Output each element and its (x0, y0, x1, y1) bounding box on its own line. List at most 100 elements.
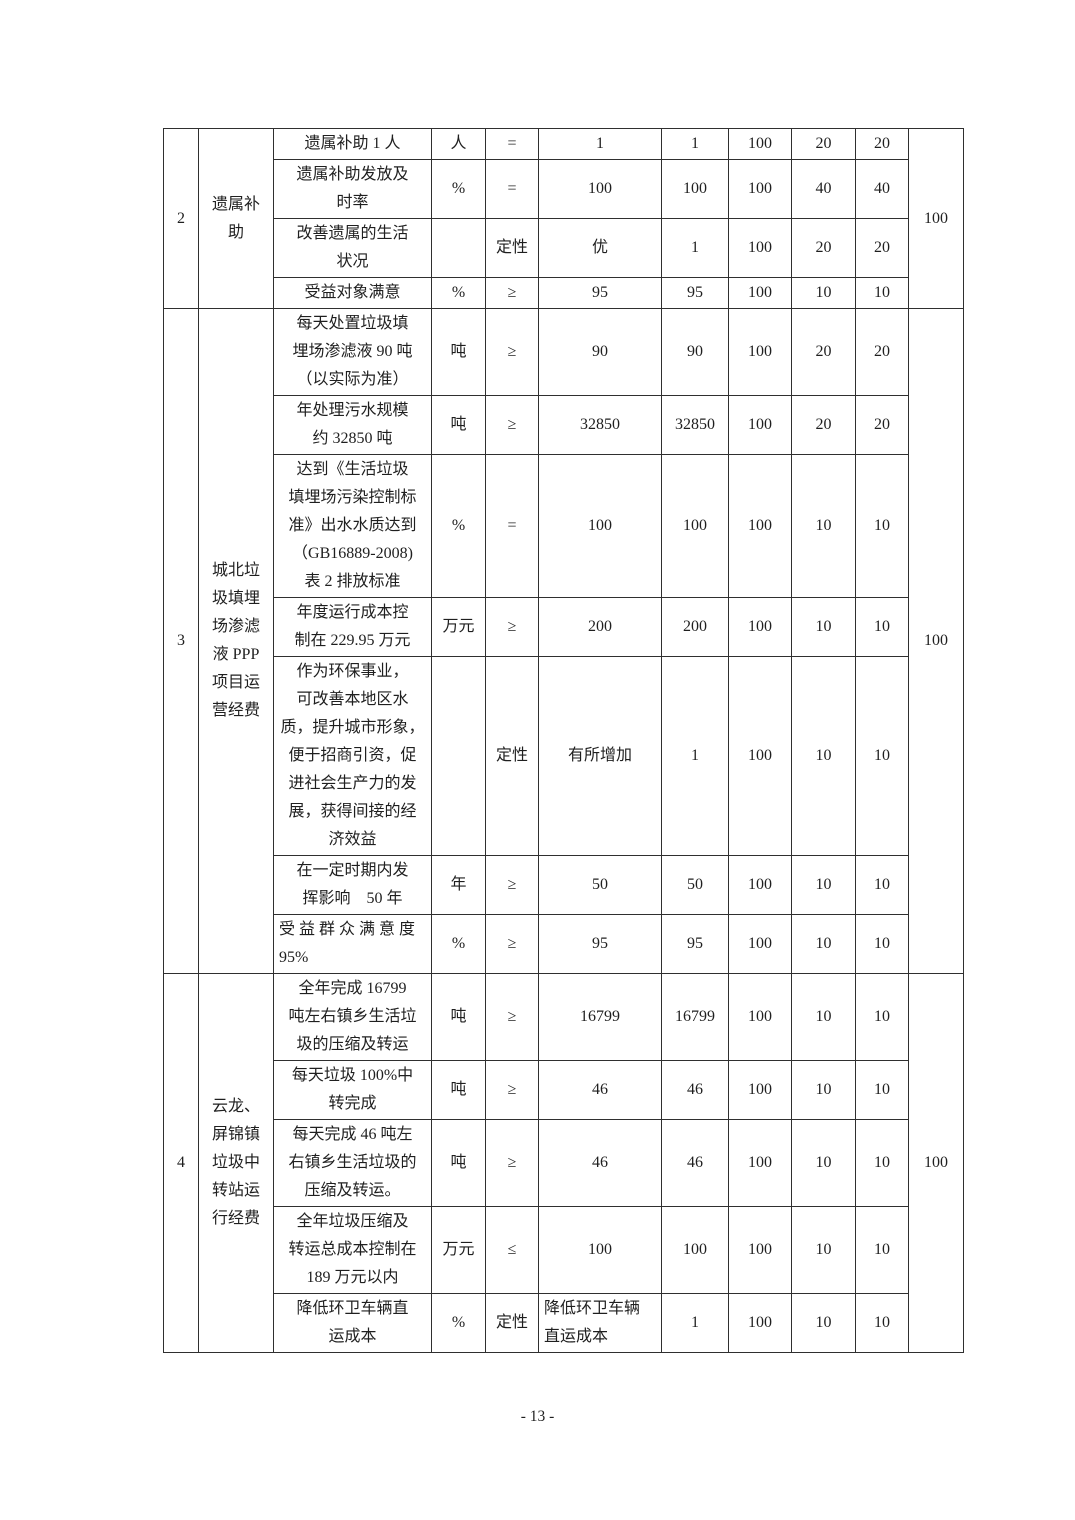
cell-score: 10 (855, 1206, 909, 1294)
cell-indicator: 受益对象满意 (273, 277, 432, 309)
cell-unit: 万元 (431, 1206, 486, 1294)
cell-unit: 吨 (431, 1119, 486, 1207)
cell-unit: 万元 (431, 597, 486, 657)
cell-completion-rate: 100 (728, 218, 792, 278)
cell-actual-value: 46 (661, 1060, 729, 1120)
cell-completion-rate: 100 (728, 1060, 792, 1120)
table-row: 受 益 群 众 满 意 度 95%% ≥95 95 100 10 10 (164, 914, 964, 974)
table-row: 年处理污水规模 约 32850 吨吨 ≥32850 32850 100 20 20 (164, 395, 964, 455)
cell-completion-rate: 100 (728, 855, 792, 915)
cell-target-value: 1 (538, 128, 662, 160)
cell-score: 10 (855, 973, 909, 1061)
table-row: 降低环卫车辆直 运成本% 定性 降低环卫车辆 直运成本 1 100 10 10 (164, 1293, 964, 1353)
cell-unit: % (431, 1293, 486, 1353)
cell-operator: ≥ (485, 308, 539, 396)
table-row: 3 城北垃 圾填埋 场渗滤 液 PPP 项目运 营经费 每天处置垃圾填 埋场渗滤液 … (163, 308, 964, 974)
cell-unit: % (431, 914, 486, 974)
cell-weight: 10 (791, 1293, 856, 1353)
cell-weight: 10 (791, 454, 856, 598)
cell-score: 10 (855, 454, 909, 598)
cell-operator: = (485, 128, 539, 160)
cell-actual-value: 1 (661, 656, 729, 856)
cell-weight: 10 (791, 597, 856, 657)
cell-weight: 40 (791, 159, 856, 219)
cell-indicator: 遗属补助发放及 时率 (273, 159, 432, 219)
cell-operator: ≥ (485, 395, 539, 455)
cell-score: 10 (855, 656, 909, 856)
cell-actual-value: 100 (661, 1206, 729, 1294)
cell-actual-value: 50 (661, 855, 729, 915)
cell-operator: 定性 (485, 1293, 539, 1353)
cell-operator: 定性 (485, 218, 539, 278)
cell-target-value: 100 (538, 454, 662, 598)
cell-weight: 10 (791, 277, 856, 309)
cell-weight: 10 (791, 973, 856, 1061)
cell-unit (431, 218, 486, 278)
cell-indicator: 降低环卫车辆直 运成本 (273, 1293, 432, 1353)
cell-section-total: 100 (908, 308, 964, 974)
cell-indicator: 在一定时期内发 挥影响 50 年 (273, 855, 432, 915)
cell-completion-rate: 100 (728, 277, 792, 309)
cell-completion-rate: 100 (728, 1119, 792, 1207)
cell-target-value: 32850 (538, 395, 662, 455)
cell-project-category: 遗属补 助 (198, 128, 274, 309)
cell-score: 20 (855, 308, 909, 396)
cell-unit: % (431, 277, 486, 309)
cell-completion-rate: 100 (728, 973, 792, 1061)
cell-score: 10 (855, 1293, 909, 1353)
cell-actual-value: 1 (661, 128, 729, 160)
table-row: 年度运行成本控 制在 229.95 万元 万元 ≥200 200 100 10 10 (164, 597, 964, 657)
cell-indicator: 改善遗属的生活 状况 (273, 218, 432, 278)
cell-completion-rate: 100 (728, 1293, 792, 1353)
cell-actual-value: 16799 (661, 973, 729, 1061)
cell-operator: ≥ (485, 597, 539, 657)
cell-weight: 10 (791, 1060, 856, 1120)
cell-section-total: 100 (908, 973, 964, 1353)
table-row: 每天完成 46 吨左 右镇乡生活垃圾的 压缩及转运。吨 ≥46 46 100 10 10 (164, 1119, 964, 1207)
cell-score: 10 (855, 277, 909, 309)
cell-operator: = (485, 454, 539, 598)
cell-unit: 年 (431, 855, 486, 915)
cell-weight: 10 (791, 1119, 856, 1207)
cell-score: 20 (855, 128, 909, 160)
cell-indicator: 年度运行成本控 制在 229.95 万元 (273, 597, 432, 657)
table-row: 4 云龙、 屏锦镇 垃圾中 转站运 行经费 全年完成 16799 吨左右镇乡生活垃 … (163, 973, 964, 1353)
cell-completion-rate: 100 (728, 1206, 792, 1294)
cell-score: 20 (855, 218, 909, 278)
table-row: 遗属补助发放及 时率% = 100 100 100 40 40 (164, 159, 964, 219)
table-row: 作为环保事业， 可改善本地区水 质，提升城市形象， 便于招商引资，促 进社会生产… (164, 656, 964, 856)
cell-actual-value: 1 (661, 1293, 729, 1353)
cell-target-value: 有所增加 (538, 656, 662, 856)
cell-indicator: 达到《生活垃圾 填埋场污染控制标 准》出水水质达到 （GB16889-2008)… (273, 454, 432, 598)
cell-weight: 20 (791, 395, 856, 455)
cell-operator: = (485, 159, 539, 219)
cell-score: 20 (855, 395, 909, 455)
cell-score: 10 (855, 1119, 909, 1207)
cell-operator: ≥ (485, 1060, 539, 1120)
cell-actual-value: 95 (661, 277, 729, 309)
cell-target-value: 优 (538, 218, 662, 278)
cell-unit: % (431, 159, 486, 219)
cell-operator: 定性 (485, 656, 539, 856)
cell-target-value: 100 (538, 1206, 662, 1294)
cell-actual-value: 200 (661, 597, 729, 657)
cell-actual-value: 1 (661, 218, 729, 278)
cell-indicator: 全年垃圾压缩及 转运总成本控制在 189 万元以内 (273, 1206, 432, 1294)
cell-unit: 吨 (431, 395, 486, 455)
performance-indicator-table: 2 遗属补 助遗属补助 1 人人 = 1 1 100 20 20 100 遗属补助发放及 时率% =… (163, 128, 964, 1353)
cell-indicator: 受 益 群 众 满 意 度 95% (273, 914, 432, 974)
cell-unit (431, 656, 486, 856)
cell-operator: ≥ (485, 855, 539, 915)
cell-target-value: 100 (538, 159, 662, 219)
cell-completion-rate: 100 (728, 395, 792, 455)
table-row: 全年垃圾压缩及 转运总成本控制在 189 万元以内 万元 ≤100 100 100 10 1… (164, 1206, 964, 1294)
cell-weight: 10 (791, 855, 856, 915)
table-row: 受益对象满意% ≥95 95 100 10 10 (164, 277, 964, 309)
cell-completion-rate: 100 (728, 656, 792, 856)
cell-section-number: 2 (163, 128, 199, 309)
cell-completion-rate: 100 (728, 597, 792, 657)
cell-target-value: 46 (538, 1060, 662, 1120)
cell-weight: 20 (791, 218, 856, 278)
table-row: 在一定时期内发 挥影响 50 年年 ≥50 50 100 10 10 (164, 855, 964, 915)
cell-operator: ≤ (485, 1206, 539, 1294)
